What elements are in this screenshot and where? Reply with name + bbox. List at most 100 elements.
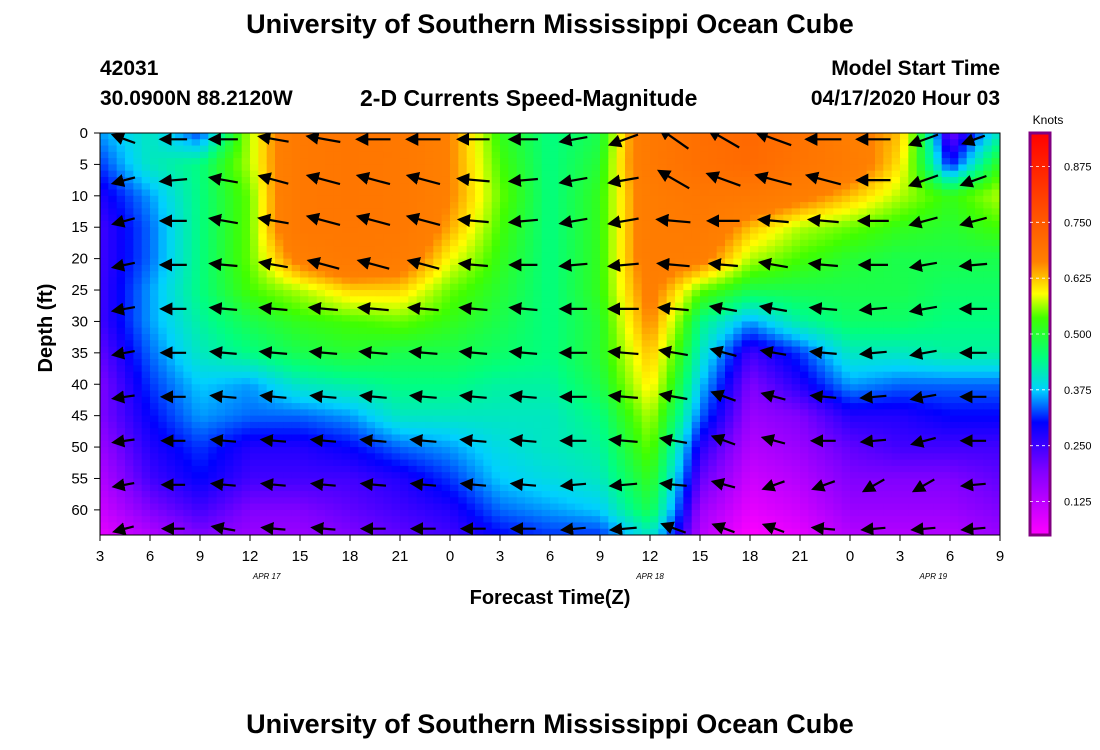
heat-cell — [141, 290, 151, 297]
heat-cell — [450, 133, 459, 140]
heat-cell — [341, 334, 351, 341]
heat-cell — [591, 315, 601, 323]
heat-cell — [500, 170, 509, 178]
heat-cell — [733, 415, 743, 423]
heat-cell — [425, 334, 434, 341]
heat-cell — [291, 258, 301, 266]
heat-cell — [925, 271, 934, 279]
heat-cell — [975, 176, 984, 184]
heat-cell — [625, 271, 634, 279]
heat-cell — [191, 321, 201, 329]
heat-cell — [325, 151, 334, 159]
heat-cell — [833, 334, 843, 341]
heat-cell — [225, 384, 234, 392]
heat-cell — [275, 139, 284, 147]
heat-cell — [200, 208, 209, 216]
heat-cell — [241, 139, 251, 147]
heat-cell — [341, 377, 351, 385]
heat-cell — [633, 315, 643, 323]
heat-cell — [891, 164, 901, 172]
heat-cell — [333, 208, 343, 216]
heat-cell — [258, 283, 268, 291]
heat-cell — [416, 151, 426, 159]
heat-cell — [891, 321, 901, 329]
heat-cell — [825, 271, 834, 279]
heat-cell — [391, 340, 401, 348]
heat-cell — [683, 409, 693, 417]
heat-cell — [200, 170, 209, 178]
heat-cell — [833, 346, 843, 354]
heat-cell — [566, 365, 576, 373]
heat-cell — [591, 189, 601, 197]
heat-cell — [141, 334, 151, 341]
heat-cell — [225, 170, 234, 178]
heat-cell — [558, 315, 568, 323]
heat-cell — [583, 208, 593, 216]
heat-cell — [808, 264, 818, 272]
heat-cell — [983, 239, 993, 247]
heat-cell — [250, 365, 259, 373]
heat-cell — [691, 264, 701, 272]
heat-cell — [658, 208, 668, 216]
heat-cell — [558, 321, 568, 329]
heat-cell — [366, 202, 376, 209]
heat-cell — [291, 277, 301, 285]
heat-cell — [825, 365, 834, 373]
heat-cell — [441, 315, 451, 323]
heat-cell — [325, 327, 334, 335]
heat-cell — [141, 151, 151, 159]
heat-cell — [683, 176, 693, 184]
heat-cell — [666, 208, 676, 216]
heat-cell — [116, 371, 126, 379]
heat-cell — [283, 359, 293, 367]
heat-cell — [900, 409, 909, 417]
heat-cell — [200, 396, 209, 404]
heat-cell — [350, 409, 359, 417]
heat-cell — [350, 327, 359, 335]
heat-cell — [225, 340, 234, 348]
heat-cell — [483, 409, 493, 417]
heat-cell — [258, 264, 268, 272]
heat-cell — [666, 415, 676, 423]
heat-cell — [916, 252, 926, 260]
heat-cell — [400, 227, 409, 235]
heat-cell — [508, 170, 518, 178]
heat-cell — [675, 189, 684, 197]
heat-cell — [433, 145, 443, 153]
heat-cell — [150, 308, 159, 316]
heat-cell — [433, 308, 443, 316]
heat-cell — [700, 220, 709, 228]
heat-cell — [200, 183, 209, 191]
heat-cell — [258, 139, 268, 147]
heat-cell — [950, 352, 959, 360]
heat-cell — [183, 233, 193, 241]
heat-cell — [483, 334, 493, 341]
heat-cell — [675, 170, 684, 178]
heat-cell — [950, 327, 959, 335]
heat-cell — [241, 327, 251, 335]
heat-cell — [791, 189, 801, 197]
heat-cell — [200, 409, 209, 417]
heat-cell — [941, 409, 951, 417]
heat-cell — [383, 283, 393, 291]
heat-cell — [541, 133, 551, 140]
heat-cell — [250, 377, 259, 385]
heat-cell — [341, 133, 351, 140]
heat-cell — [925, 246, 934, 253]
heat-cell — [775, 220, 784, 228]
heat-cell — [316, 327, 326, 335]
heat-cell — [966, 321, 976, 329]
heat-cell — [766, 214, 776, 222]
heat-cell — [775, 390, 784, 398]
heat-cell — [666, 233, 676, 241]
heat-cell — [266, 283, 276, 291]
heat-cell — [625, 346, 634, 354]
heat-cell — [233, 415, 243, 423]
heat-cell — [358, 396, 368, 404]
heat-cell — [133, 195, 143, 203]
heat-cell — [691, 340, 701, 348]
heat-cell — [841, 415, 851, 423]
heat-cell — [850, 365, 859, 373]
heat-cell — [483, 202, 493, 209]
heat-cell — [875, 409, 884, 417]
